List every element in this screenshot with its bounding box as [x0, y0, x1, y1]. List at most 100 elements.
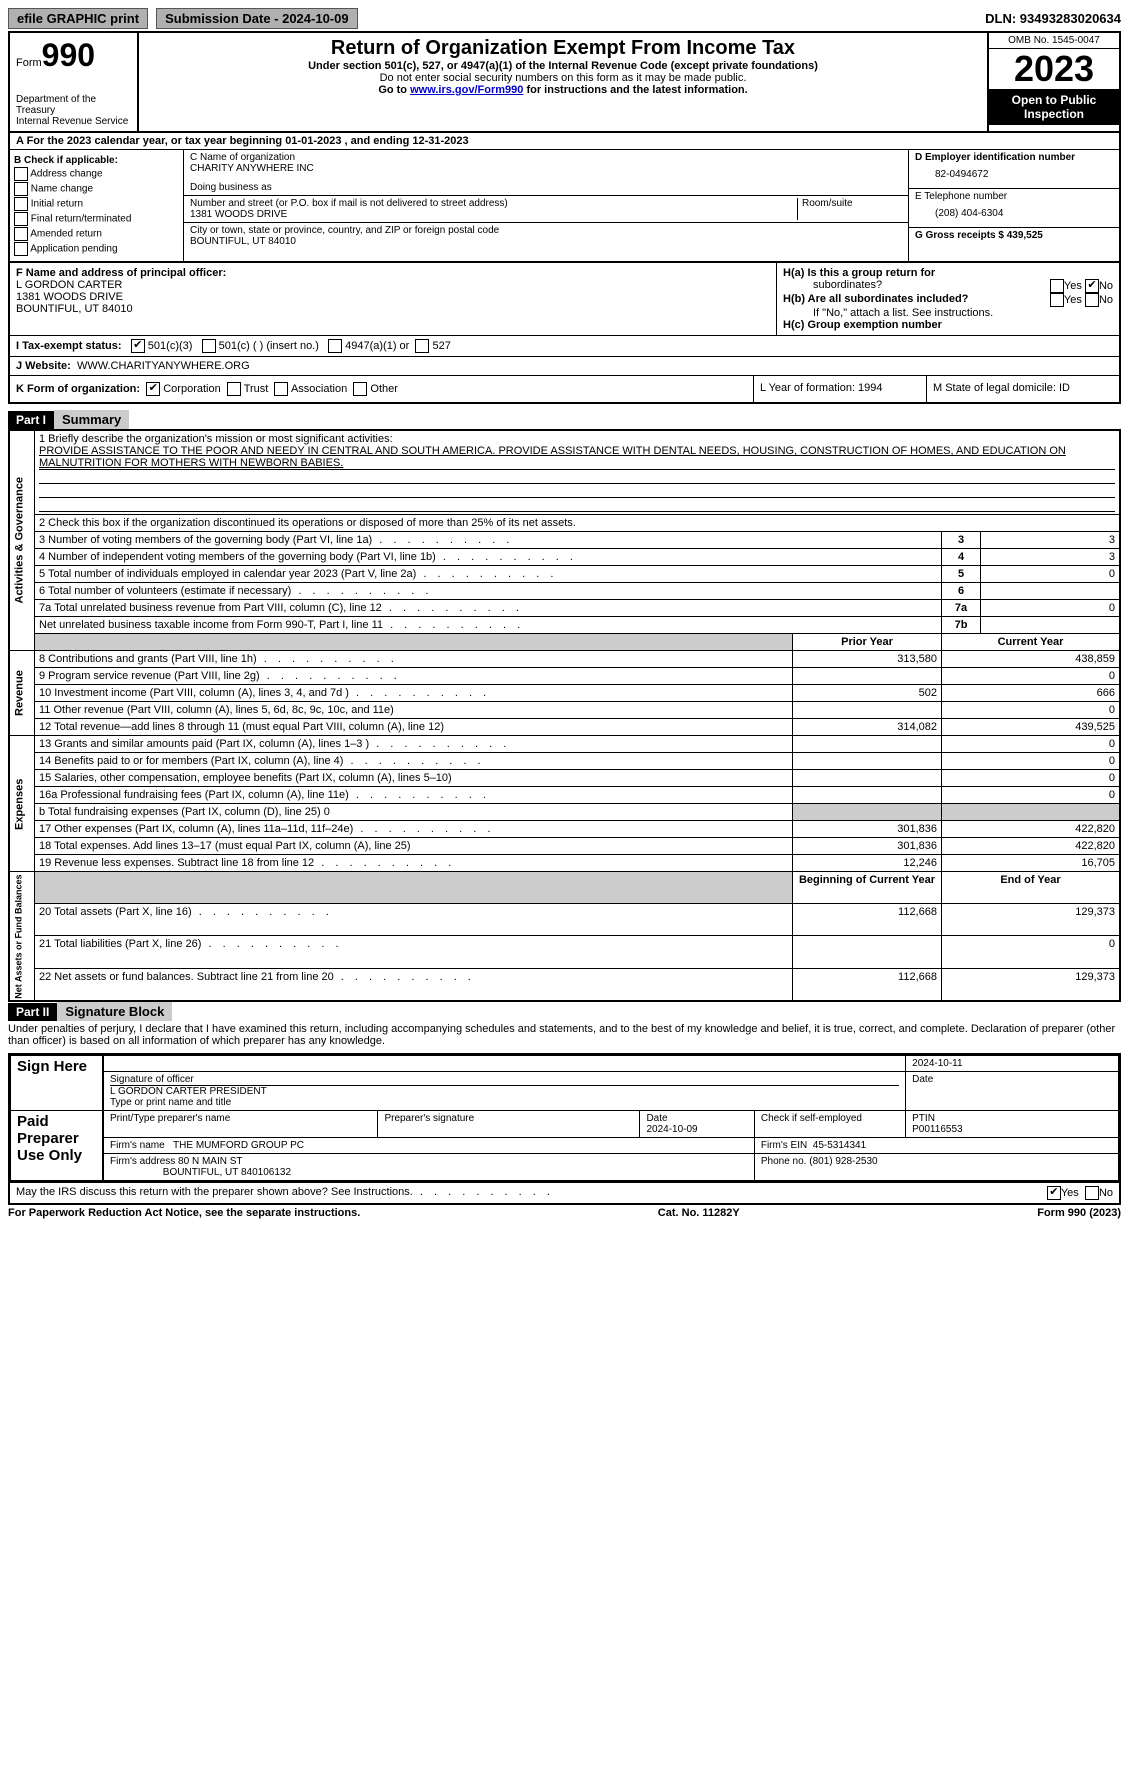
c16a: 0	[942, 787, 1121, 804]
dept-treasury: Department of the Treasury	[16, 94, 131, 116]
c20: 129,373	[942, 904, 1121, 936]
name-change-label: Name change	[31, 184, 93, 195]
amended-checkbox[interactable]	[14, 227, 28, 241]
dept-irs: Internal Revenue Service	[16, 116, 131, 127]
firm-addr2: BOUNTIFUL, UT 840106132	[163, 1167, 291, 1178]
q6-label: 6 Total number of volunteers (estimate i…	[35, 583, 942, 600]
527-checkbox[interactable]	[415, 339, 429, 353]
q15-label: 15 Salaries, other compensation, employe…	[35, 770, 793, 787]
ein-value: 82-0494672	[915, 163, 1113, 186]
section-h: H(a) Is this a group return for subordin…	[777, 263, 1119, 335]
q4-label: 4 Number of independent voting members o…	[35, 549, 942, 566]
c18: 422,820	[942, 838, 1121, 855]
q10-label: 10 Investment income (Part VIII, column …	[35, 685, 793, 702]
org-name: CHARITY ANYWHERE INC	[190, 163, 902, 174]
firm-name-label: Firm's name	[110, 1140, 165, 1151]
officer-city: BOUNTIFUL, UT 84010	[16, 303, 133, 315]
c12: 439,525	[942, 719, 1121, 736]
discuss-no-checkbox[interactable]	[1085, 1186, 1099, 1200]
ha-label: H(a) Is this a group return for	[783, 267, 935, 279]
begin-year-header: Beginning of Current Year	[793, 872, 942, 904]
corp-checkbox[interactable]: ✔	[146, 382, 160, 396]
form-org-label: K Form of organization:	[16, 383, 140, 395]
side-governance: Activities & Governance	[9, 430, 35, 651]
footer-mid: Cat. No. 11282Y	[658, 1207, 740, 1219]
final-return-checkbox[interactable]	[14, 212, 28, 226]
501c3-checkbox[interactable]: ✔	[131, 339, 145, 353]
section-f: F Name and address of principal officer:…	[10, 263, 777, 335]
firm-phone: (801) 928-2530	[809, 1156, 877, 1167]
prep-sig-label: Preparer's signature	[378, 1111, 640, 1138]
section-c: C Name of organization CHARITY ANYWHERE …	[184, 150, 909, 261]
side-net-assets: Net Assets or Fund Balances	[9, 872, 35, 1002]
dba-label: Doing business as	[190, 182, 902, 193]
501c-label: 501(c) ( ) (insert no.)	[219, 340, 319, 352]
c11: 0	[942, 702, 1121, 719]
section-m: M State of legal domicile: ID	[927, 376, 1119, 402]
q18-label: 18 Total expenses. Add lines 13–17 (must…	[35, 838, 793, 855]
hb-note: If "No," attach a list. See instructions…	[783, 307, 1113, 319]
v7a: 0	[981, 600, 1121, 617]
part2-title: Signature Block	[57, 1002, 172, 1021]
sig-date: 2024-10-11	[906, 1056, 1119, 1072]
ha-no-checkbox[interactable]: ✔	[1085, 279, 1099, 293]
tax-status-label: I Tax-exempt status:	[16, 340, 122, 352]
ha-yes-checkbox[interactable]	[1050, 279, 1064, 293]
prior-year-header: Prior Year	[793, 634, 942, 651]
phone-value: (208) 404-6304	[915, 202, 1113, 225]
self-employed-label: Check if self-employed	[754, 1111, 905, 1138]
c10: 666	[942, 685, 1121, 702]
initial-return-checkbox[interactable]	[14, 197, 28, 211]
q19-label: 19 Revenue less expenses. Subtract line …	[35, 855, 793, 872]
sign-here-label: Sign Here	[11, 1056, 104, 1111]
app-pending-checkbox[interactable]	[14, 242, 28, 256]
section-b: B Check if applicable: Address change Na…	[10, 150, 184, 261]
form-header: Form990 Department of the Treasury Inter…	[8, 31, 1121, 133]
c17: 422,820	[942, 821, 1121, 838]
discuss-yes-label: Yes	[1061, 1187, 1079, 1199]
q13-label: 13 Grants and similar amounts paid (Part…	[35, 736, 793, 753]
other-label: Other	[370, 383, 398, 395]
top-bar: efile GRAPHIC print Submission Date - 20…	[8, 8, 1121, 29]
p11	[793, 702, 942, 719]
v4: 3	[981, 549, 1121, 566]
other-checkbox[interactable]	[353, 382, 367, 396]
part1-header: Part I	[8, 411, 54, 429]
ptin-label: PTIN	[912, 1113, 935, 1124]
prep-date-label: Date	[646, 1113, 667, 1124]
assoc-checkbox[interactable]	[274, 382, 288, 396]
footer-left: For Paperwork Reduction Act Notice, see …	[8, 1207, 360, 1219]
q1-label: 1 Briefly describe the organization's mi…	[39, 433, 1115, 445]
officer-label: F Name and address of principal officer:	[16, 267, 226, 279]
p18: 301,836	[793, 838, 942, 855]
name-change-checkbox[interactable]	[14, 182, 28, 196]
city-label: City or town, state or province, country…	[190, 225, 902, 236]
form-word: Form	[16, 57, 42, 69]
irs-link[interactable]: www.irs.gov/Form990	[410, 84, 523, 96]
c13: 0	[942, 736, 1121, 753]
end-year-header: End of Year	[942, 872, 1121, 904]
hb-no-checkbox[interactable]	[1085, 293, 1099, 307]
hb-yes-checkbox[interactable]	[1050, 293, 1064, 307]
discuss-row: May the IRS discuss this return with the…	[8, 1183, 1121, 1205]
q7a-label: 7a Total unrelated business revenue from…	[35, 600, 942, 617]
q11-label: 11 Other revenue (Part VIII, column (A),…	[35, 702, 793, 719]
efile-print-button[interactable]: efile GRAPHIC print	[8, 8, 148, 29]
discuss-yes-checkbox[interactable]: ✔	[1047, 1186, 1061, 1200]
no-label: No	[1099, 280, 1113, 292]
trust-checkbox[interactable]	[227, 382, 241, 396]
city-value: BOUNTIFUL, UT 84010	[190, 236, 902, 247]
501c-checkbox[interactable]	[202, 339, 216, 353]
room-label: Room/suite	[798, 198, 902, 220]
addr-change-checkbox[interactable]	[14, 167, 28, 181]
section-klm: K Form of organization: ✔ Corporation Tr…	[8, 376, 1121, 404]
4947-checkbox[interactable]	[328, 339, 342, 353]
public-inspection: Open to Public Inspection	[989, 89, 1119, 125]
sig-officer-name: L GORDON CARTER PRESIDENT	[110, 1085, 899, 1097]
q12-label: 12 Total revenue—add lines 8 through 11 …	[35, 719, 793, 736]
prep-date: 2024-10-09	[646, 1124, 697, 1135]
amended-label: Amended return	[30, 229, 102, 240]
yes-label2: Yes	[1064, 294, 1082, 306]
p15	[793, 770, 942, 787]
dln-label: DLN: 93493283020634	[985, 11, 1121, 26]
